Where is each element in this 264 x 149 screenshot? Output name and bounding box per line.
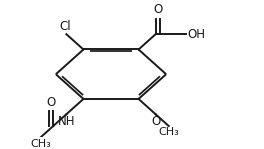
Text: O: O	[46, 96, 55, 109]
Text: OH: OH	[187, 28, 205, 41]
Text: NH: NH	[58, 115, 75, 128]
Text: Cl: Cl	[59, 20, 71, 32]
Text: CH₃: CH₃	[158, 127, 179, 137]
Text: O: O	[153, 3, 163, 16]
Text: O: O	[151, 115, 160, 128]
Text: CH₃: CH₃	[30, 139, 51, 149]
